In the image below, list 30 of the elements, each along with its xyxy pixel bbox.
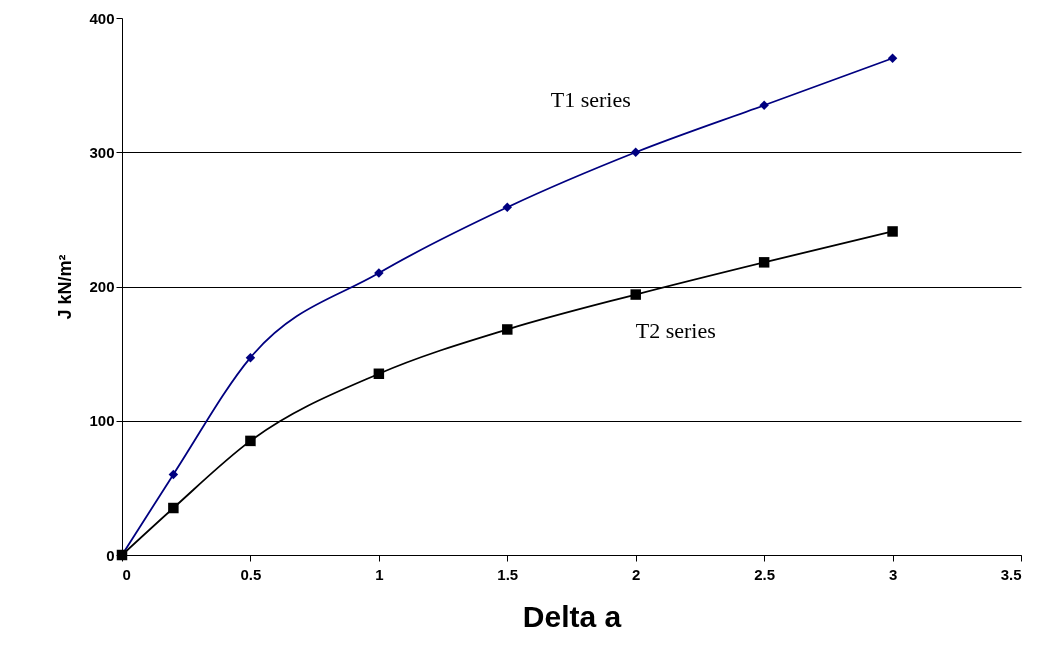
point bbox=[245, 435, 256, 447]
point bbox=[887, 53, 898, 64]
point bbox=[887, 226, 898, 237]
x-tick-label: 2.5 bbox=[754, 565, 776, 583]
y-tick-label: 400 bbox=[89, 9, 115, 27]
x-tick-label: 3 bbox=[888, 565, 898, 583]
point bbox=[630, 289, 641, 300]
y-tick-label: 200 bbox=[89, 278, 115, 295]
x-tick-label: 2 bbox=[632, 565, 641, 583]
x-tick-label: 0 bbox=[122, 565, 131, 583]
y-axis-title: J kN/m² bbox=[55, 254, 76, 320]
point bbox=[759, 100, 769, 111]
series-label: T1 series bbox=[550, 87, 631, 113]
point bbox=[502, 202, 513, 213]
y-tick-label: 300 bbox=[89, 143, 115, 161]
point bbox=[245, 352, 256, 363]
point bbox=[373, 368, 385, 380]
x-tick-label: 1.5 bbox=[497, 565, 519, 583]
series-label: T2 series bbox=[635, 317, 716, 343]
point bbox=[168, 502, 179, 514]
point bbox=[758, 257, 770, 268]
x-tick-label: 0.5 bbox=[240, 565, 262, 583]
point bbox=[502, 324, 513, 335]
x-tick-label: 1 bbox=[375, 565, 384, 583]
point bbox=[630, 147, 641, 157]
x-axis-title: Delta a bbox=[522, 599, 622, 633]
y-tick-label: 0 bbox=[106, 546, 115, 564]
y-tick-label: 100 bbox=[89, 412, 115, 430]
point bbox=[168, 469, 179, 480]
x-tick-label: 3.5 bbox=[1000, 565, 1022, 583]
